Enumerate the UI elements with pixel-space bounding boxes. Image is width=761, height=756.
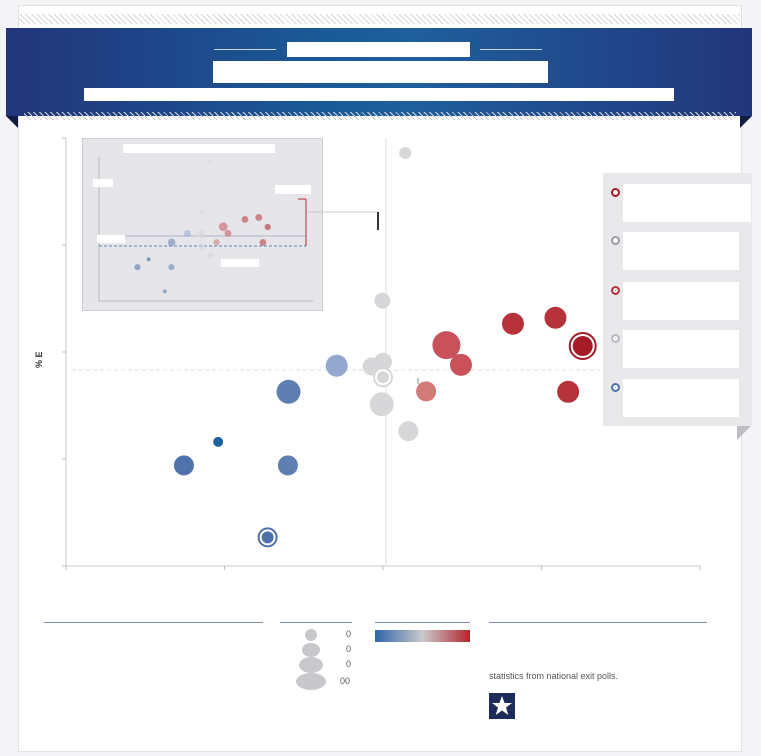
- inset-data-point: [207, 160, 212, 165]
- inset-data-point: [264, 223, 271, 231]
- inset-title: [123, 144, 275, 153]
- inset-data-point: [200, 235, 205, 240]
- banner-kicker: [287, 42, 470, 57]
- source-text: statistics from national exit polls.: [489, 671, 619, 681]
- legend-item-label: [623, 282, 739, 320]
- legend-marker-icon: [611, 236, 620, 245]
- data-points: [173, 146, 597, 548]
- footer-rule-notes: [44, 622, 263, 623]
- data-point[interactable]: [325, 354, 348, 377]
- y-axis-label: % E: [34, 351, 44, 368]
- inset-data-point: [207, 252, 214, 259]
- legend-item: [603, 178, 752, 222]
- data-point[interactable]: [416, 381, 437, 402]
- color-scale-bar: [375, 630, 470, 642]
- inset-data-point: [255, 214, 263, 221]
- inset-data-point: [198, 242, 206, 251]
- size-legend-value: 0: [346, 629, 352, 639]
- size-legend-value: 00: [340, 676, 351, 686]
- inset-chart: [82, 138, 323, 311]
- inset-data-point: [218, 222, 228, 232]
- inset-data-point: [259, 238, 267, 246]
- data-point[interactable]: [377, 371, 389, 384]
- banner-subtitle: [84, 88, 674, 101]
- size-legend-value: 0: [346, 644, 352, 654]
- inset-data-point: [168, 264, 175, 271]
- star-icon: [492, 696, 512, 715]
- banner-hatch-divider: [24, 112, 736, 120]
- inset-data-point: [146, 257, 151, 262]
- inset-data-point: [224, 229, 232, 237]
- data-point[interactable]: [173, 455, 194, 476]
- legend-item: [603, 276, 752, 320]
- size-legend-circle: [302, 643, 320, 657]
- data-point[interactable]: [544, 306, 567, 329]
- data-point[interactable]: [277, 455, 298, 476]
- data-point[interactable]: [261, 531, 274, 544]
- legend-item: [603, 324, 752, 368]
- legend-item-label: [623, 184, 751, 222]
- inset-data-point: [167, 238, 176, 247]
- data-point[interactable]: [501, 312, 524, 335]
- banner-fold-right: [740, 116, 752, 128]
- size-legend-circle: [305, 629, 317, 641]
- data-point[interactable]: [572, 336, 593, 357]
- footer-rule-source: [489, 622, 707, 623]
- legend-fold: [737, 426, 751, 440]
- inset-data-point: [195, 231, 202, 237]
- data-point[interactable]: [276, 379, 301, 404]
- data-point[interactable]: [449, 353, 472, 376]
- inset-connector: [308, 211, 379, 230]
- size-legend-value: 0: [346, 659, 352, 669]
- legend-panel: [603, 173, 752, 426]
- inset-data-point: [199, 209, 205, 215]
- data-point[interactable]: [398, 421, 419, 442]
- x-axis-ticks: [65, 566, 701, 570]
- inset-data-point: [162, 289, 167, 294]
- legend-item: [603, 373, 752, 417]
- organization-logo: [489, 693, 515, 719]
- inset-data-point: [134, 264, 141, 271]
- inset-plot: [93, 157, 313, 302]
- data-point[interactable]: [369, 392, 394, 417]
- inset-points: [134, 160, 271, 294]
- size-legend-circle: [299, 657, 323, 673]
- inset-label-box: [275, 185, 311, 194]
- data-point[interactable]: [557, 380, 580, 403]
- y-axis-ticks: [62, 137, 66, 567]
- data-point[interactable]: [432, 331, 461, 360]
- legend-marker-icon: [611, 334, 620, 343]
- inset-label-box: [93, 179, 113, 187]
- legend-marker-icon: [611, 383, 620, 392]
- legend-marker-icon: [611, 188, 620, 197]
- banner-rule-left: [214, 49, 276, 50]
- data-point[interactable]: [399, 146, 412, 159]
- legend-item: [603, 226, 752, 270]
- legend-item-label: [623, 232, 739, 270]
- banner-title: [213, 61, 548, 83]
- size-legend-circle: [296, 673, 326, 690]
- banner-rule-right: [480, 49, 542, 50]
- footer-rule-color: [375, 622, 470, 623]
- legend-item-label: [623, 379, 739, 417]
- data-point[interactable]: [374, 292, 391, 309]
- inset-data-point: [183, 230, 191, 238]
- inset-label-box: [221, 259, 259, 267]
- legend-item-label: [623, 330, 739, 368]
- legend-marker-icon: [611, 286, 620, 295]
- inset-label-box: [97, 235, 125, 243]
- banner-fold-left: [6, 116, 18, 128]
- inset-data-point: [241, 216, 249, 223]
- top-hatch-divider: [18, 14, 740, 24]
- inset-data-point: [213, 239, 220, 246]
- data-point[interactable]: [213, 436, 224, 447]
- title-banner: [6, 28, 752, 116]
- footer-rule-size: [280, 622, 352, 623]
